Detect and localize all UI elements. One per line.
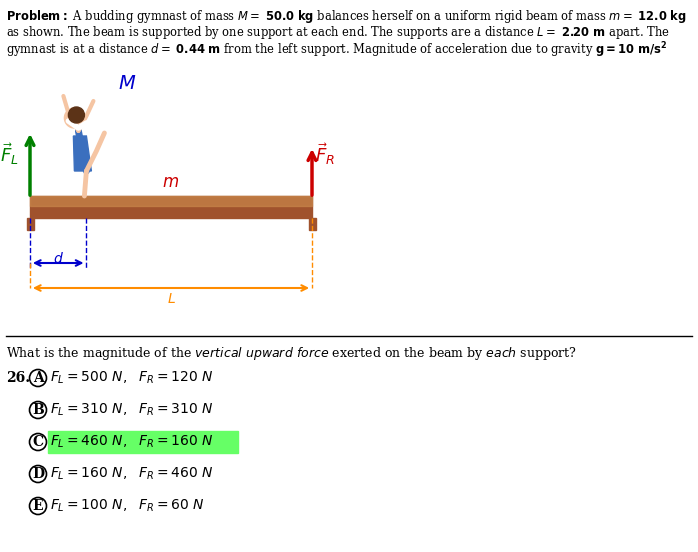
Text: C: C [32, 435, 43, 449]
Text: B: B [32, 403, 44, 417]
Text: $L$: $L$ [167, 292, 175, 306]
Text: What is the magnitude of the $\bf{\mathit{vertical\ upward\ force}}$ exerted on : What is the magnitude of the $\bf{\mathi… [6, 345, 577, 362]
Text: A: A [33, 371, 43, 385]
Circle shape [64, 108, 84, 128]
Text: $M$: $M$ [119, 75, 137, 93]
Bar [30, 196, 312, 206]
Text: $F_L = 100\ N,\ \ F_R = 60\ N$: $F_L = 100\ N,\ \ F_R = 60\ N$ [50, 498, 205, 514]
Text: $F_L = 160\ N,\ \ F_R = 460\ N$: $F_L = 160\ N,\ \ F_R = 460\ N$ [50, 466, 214, 482]
Text: $\vec{F}_L$: $\vec{F}_L$ [0, 141, 19, 167]
Bar [27, 218, 34, 230]
Bar [309, 218, 315, 230]
Text: $\vec{F}_R$: $\vec{F}_R$ [315, 141, 335, 167]
Text: 26.: 26. [6, 371, 30, 385]
Text: $F_L = 460\ N,\ \ F_R = 160\ N$: $F_L = 460\ N,\ \ F_R = 160\ N$ [50, 434, 214, 450]
Circle shape [68, 107, 84, 123]
Bar [48, 431, 238, 453]
Text: $F_L = 500\ N,\ \ F_R = 120\ N$: $F_L = 500\ N,\ \ F_R = 120\ N$ [50, 370, 214, 386]
Text: $d$: $d$ [53, 251, 64, 266]
Bar [30, 196, 312, 218]
Text: $\bf{Problem:}$ A budding gymnast of mass $M =$ $\bf{50.0\ kg}$ balances herself: $\bf{Problem:}$ A budding gymnast of mas… [6, 8, 687, 25]
Text: gymnast is at a distance $d =$ $\bf{0.44\ m}$ from the left support. Magnitude o: gymnast is at a distance $d =$ $\bf{0.44… [6, 40, 667, 60]
Polygon shape [73, 136, 91, 171]
Text: as shown. The beam is supported by one support at each end. The supports are a d: as shown. The beam is supported by one s… [6, 24, 670, 41]
Text: $m$: $m$ [163, 174, 179, 191]
Text: E: E [33, 499, 43, 513]
Text: D: D [32, 467, 44, 481]
Text: $F_L = 310\ N,\ \ F_R = 310\ N$: $F_L = 310\ N,\ \ F_R = 310\ N$ [50, 402, 214, 418]
